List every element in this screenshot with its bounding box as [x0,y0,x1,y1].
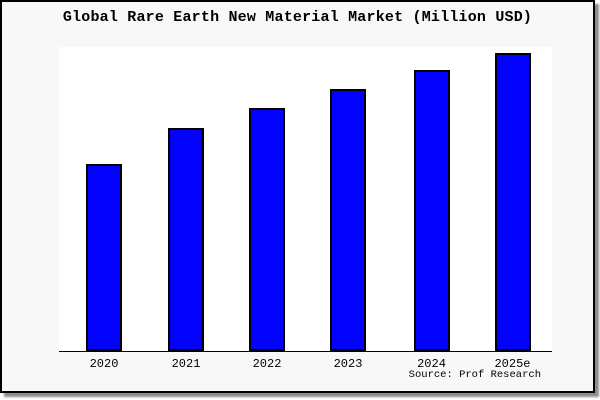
bar-2023 [330,89,366,351]
bar-2021 [168,128,204,351]
x-tick-label-2022: 2022 [252,357,282,371]
source-note: Source: Prof Research [408,369,541,381]
x-tick-label-2023: 2023 [333,357,363,371]
bar-2022 [249,108,285,351]
bar-2025e [494,53,531,351]
x-tick-label-2024: 2024 [417,357,446,371]
bar-2024 [413,70,450,351]
chart-title: Global Rare Earth New Material Market (M… [62,9,533,26]
x-tick-label-2020: 2020 [89,357,119,371]
plot-area [59,47,552,352]
x-tick-label-2025e: 2025e [494,357,531,371]
chart-frame: Global Rare Earth New Material Market (M… [0,0,595,393]
bar-2020 [86,164,122,351]
x-tick-label-2021: 2021 [171,357,201,371]
